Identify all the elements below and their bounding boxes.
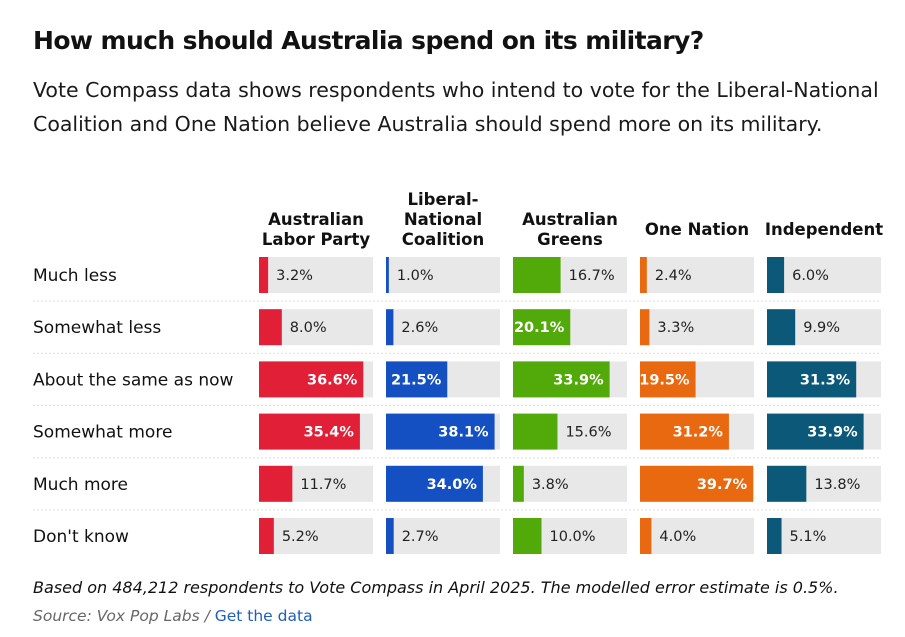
- chart-subtitle: Vote Compass data shows respondents who …: [33, 78, 879, 136]
- source-label: Source: Vox Pop Labs /: [33, 607, 215, 625]
- data-label-australian-greens-somewhat-less: 20.1%: [514, 320, 565, 336]
- data-label-australian-labor-party-much-more: 11.7%: [300, 477, 346, 493]
- chart-title: How much should Australia spend on its m…: [33, 26, 704, 55]
- get-the-data-link[interactable]: Get the data: [214, 607, 313, 625]
- data-label-australian-labor-party-much-less: 3.2%: [276, 268, 313, 284]
- column-header-liberal-national-coalition-line-1: Liberal-: [408, 190, 479, 209]
- column-header-australian-greens-line-2: Greens: [537, 230, 603, 249]
- data-label-independent-somewhat-more: 33.9%: [807, 425, 858, 441]
- bar-track-liberal-national-coalition-somewhat-less: [386, 309, 500, 346]
- bar-track-australian-greens-much-more: [513, 465, 627, 502]
- column-header-australian-labor-party-line-1: Australian: [268, 210, 364, 229]
- bar-track-liberal-national-coalition-much-less: [386, 257, 500, 293]
- bar-australian-greens-much-less: [513, 257, 561, 293]
- bar-liberal-national-coalition-much-less: [386, 257, 389, 293]
- bar-independent-much-more: [767, 465, 807, 502]
- data-label-australian-labor-party-about-the-same-as-now: 36.6%: [307, 372, 358, 388]
- data-label-australian-greens-much-more: 3.8%: [532, 477, 569, 493]
- bar-track-liberal-national-coalition-don-t-know: [386, 518, 500, 554]
- column-header-liberal-national-coalition-line-3: Coalition: [402, 230, 485, 249]
- bar-australian-greens-somewhat-more: [513, 413, 558, 450]
- bar-liberal-national-coalition-don-t-know: [386, 518, 394, 554]
- data-label-liberal-national-coalition-much-more: 34.0%: [427, 477, 478, 493]
- row-label-somewhat-less: Somewhat less: [33, 318, 161, 338]
- bar-liberal-national-coalition-somewhat-more: [386, 413, 495, 450]
- bar-independent-somewhat-more: [767, 413, 864, 450]
- data-label-one-nation-somewhat-more: 31.2%: [673, 425, 724, 441]
- data-label-liberal-national-coalition-don-t-know: 2.7%: [402, 529, 439, 545]
- bar-australian-labor-party-somewhat-less: [259, 309, 282, 346]
- bar-one-nation-about-the-same-as-now: [640, 361, 696, 398]
- bar-track-one-nation-much-less: [640, 257, 754, 293]
- data-label-australian-greens-about-the-same-as-now: 33.9%: [553, 372, 604, 388]
- bar-independent-don-t-know: [767, 518, 782, 554]
- bar-liberal-national-coalition-about-the-same-as-now: [386, 361, 448, 398]
- bar-australian-labor-party-don-t-know: [259, 518, 274, 554]
- column-header-australian-labor-party-line-2: Labor Party: [262, 230, 370, 249]
- bar-track-independent-much-less: [767, 257, 881, 293]
- bar-one-nation-don-t-know: [640, 518, 652, 554]
- column-header-australian-greens-line-1: Australian: [522, 210, 618, 229]
- data-label-liberal-national-coalition-somewhat-less: 2.6%: [401, 320, 438, 336]
- data-label-one-nation-about-the-same-as-now: 19.5%: [639, 372, 690, 388]
- bar-track-australian-labor-party-much-less: [259, 257, 373, 293]
- bar-australian-greens-much-more: [513, 465, 524, 502]
- bar-liberal-national-coalition-much-more: [386, 465, 483, 502]
- row-label-about-the-same-as-now: About the same as now: [33, 370, 234, 390]
- row-label-much-less: Much less: [33, 266, 117, 286]
- data-label-australian-labor-party-don-t-know: 5.2%: [282, 529, 319, 545]
- data-label-independent-much-less: 6.0%: [792, 268, 829, 284]
- bar-liberal-national-coalition-somewhat-less: [386, 309, 394, 346]
- bar-australian-labor-party-much-less: [259, 257, 269, 293]
- bar-independent-somewhat-less: [767, 309, 796, 346]
- bar-australian-greens-somewhat-less: [513, 309, 571, 346]
- bar-track-independent-don-t-know: [767, 518, 881, 554]
- bar-australian-labor-party-much-more: [259, 465, 293, 502]
- data-label-independent-about-the-same-as-now: 31.3%: [800, 372, 851, 388]
- data-label-liberal-national-coalition-much-less: 1.0%: [397, 268, 434, 284]
- row-label-somewhat-more: Somewhat more: [33, 423, 172, 443]
- bar-australian-labor-party-somewhat-more: [259, 413, 360, 450]
- data-label-australian-greens-much-less: 16.7%: [569, 268, 615, 284]
- row-label-don-t-know: Don't know: [33, 527, 129, 547]
- bar-independent-about-the-same-as-now: [767, 361, 857, 398]
- data-label-australian-labor-party-somewhat-more: 35.4%: [304, 425, 355, 441]
- data-label-australian-greens-somewhat-more: 15.6%: [565, 425, 611, 441]
- data-label-independent-don-t-know: 5.1%: [790, 529, 827, 545]
- data-label-one-nation-much-less: 2.4%: [655, 268, 692, 284]
- bar-australian-greens-don-t-know: [513, 518, 542, 554]
- source-line: Source: Vox Pop Labs / Get the data: [33, 607, 313, 625]
- data-label-one-nation-don-t-know: 4.0%: [659, 529, 696, 545]
- bar-track-one-nation-don-t-know: [640, 518, 754, 554]
- data-label-one-nation-much-more: 39.7%: [697, 477, 748, 493]
- data-label-one-nation-somewhat-less: 3.3%: [657, 320, 694, 336]
- bar-independent-much-less: [767, 257, 785, 293]
- bar-track-one-nation-somewhat-less: [640, 309, 754, 346]
- bar-one-nation-much-less: [640, 257, 647, 293]
- data-label-independent-much-more: 13.8%: [814, 477, 860, 493]
- bar-one-nation-much-more: [640, 465, 754, 502]
- data-label-australian-labor-party-somewhat-less: 8.0%: [290, 320, 327, 336]
- bar-australian-labor-party-about-the-same-as-now: [259, 361, 364, 398]
- data-label-australian-greens-don-t-know: 10.0%: [550, 529, 596, 545]
- data-label-liberal-national-coalition-somewhat-more: 38.1%: [438, 425, 489, 441]
- bar-track-australian-labor-party-don-t-know: [259, 518, 373, 554]
- data-label-independent-somewhat-less: 9.9%: [803, 320, 840, 336]
- bar-one-nation-somewhat-less: [640, 309, 650, 346]
- footnote: Based on 484,212 respondents to Vote Com…: [33, 578, 839, 597]
- column-header-independent-line-1: Independent: [765, 220, 883, 239]
- column-header-liberal-national-coalition-line-2: National: [404, 210, 482, 229]
- data-label-liberal-national-coalition-about-the-same-as-now: 21.5%: [391, 372, 442, 388]
- bar-one-nation-somewhat-more: [640, 413, 729, 450]
- bar-australian-greens-about-the-same-as-now: [513, 361, 610, 398]
- row-label-much-more: Much more: [33, 475, 128, 495]
- column-header-one-nation-line-1: One Nation: [645, 220, 749, 239]
